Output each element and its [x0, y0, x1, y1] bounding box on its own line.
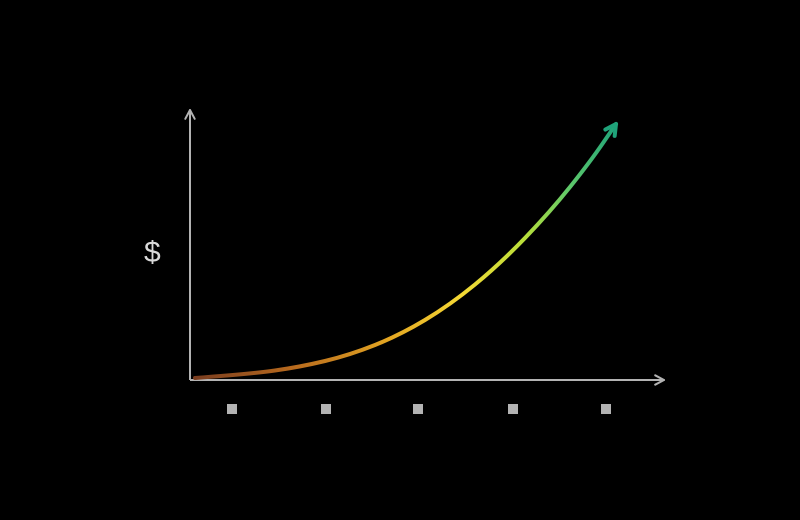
x-axis-marker [601, 404, 611, 414]
chart-svg [0, 0, 800, 520]
x-axis-markers [227, 404, 611, 414]
x-axis-marker [413, 404, 423, 414]
growth-chart: $ [0, 0, 800, 520]
x-axis-marker [321, 404, 331, 414]
growth-curve [195, 124, 616, 378]
x-axis-marker [508, 404, 518, 414]
x-axis-marker [227, 404, 237, 414]
